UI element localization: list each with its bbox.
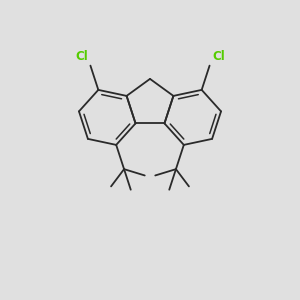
Text: Cl: Cl [212,50,225,63]
Text: Cl: Cl [75,50,88,63]
